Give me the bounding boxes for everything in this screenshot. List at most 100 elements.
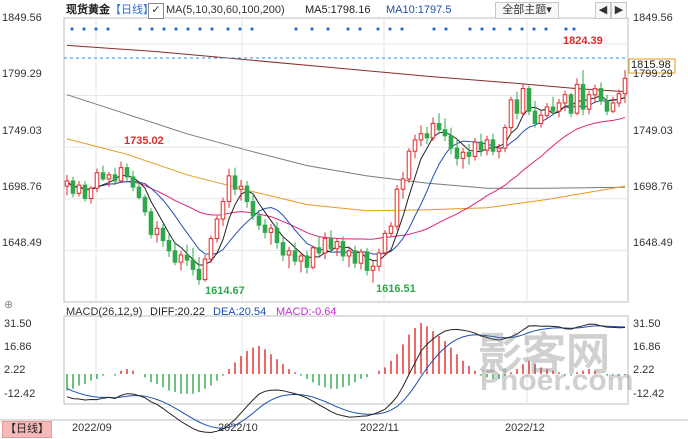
macd-lines (66, 323, 626, 434)
candle-body (418, 133, 424, 141)
chevron-down-icon: ▾ (546, 4, 552, 16)
event-dot (294, 27, 298, 31)
event-dot (210, 27, 214, 31)
candle-body (298, 255, 304, 262)
candle-body (310, 247, 316, 268)
candle-body (190, 259, 196, 270)
event-dot (150, 27, 154, 31)
candle-body (436, 122, 442, 131)
candle-body (496, 147, 502, 152)
event-dot (572, 27, 576, 31)
candle-body (472, 141, 478, 157)
candle-body (388, 225, 394, 234)
price-tick: 1749.03 (2, 125, 42, 137)
event-dot (326, 27, 330, 31)
price-tick: 1648.49 (2, 237, 42, 249)
candle-body (526, 88, 532, 112)
theme-dropdown[interactable]: 全部主题▾ (495, 2, 559, 19)
ma30-line (66, 116, 626, 240)
last-price-box (628, 58, 676, 74)
candle-body (238, 185, 244, 190)
event-dot (564, 27, 568, 31)
event-dot (226, 27, 230, 31)
event-dot (432, 27, 436, 31)
event-dot (358, 27, 362, 31)
candle-body (460, 151, 466, 159)
candle-body (250, 201, 256, 217)
candle-body (136, 186, 142, 198)
candle-body (292, 250, 298, 262)
candle-body (64, 180, 70, 187)
event-dot (138, 27, 142, 31)
high-label: 1735.02 (124, 135, 164, 147)
macd-hist-value: MACD:-0.64 (276, 306, 337, 318)
candle-body (130, 176, 136, 188)
candle-body (412, 139, 418, 152)
macd-diff-value: DIFF:20.22 (150, 306, 206, 318)
event-dot (520, 27, 524, 31)
nav-left-button[interactable]: ◀ (595, 2, 611, 19)
watermark-logo: 影客网 (478, 330, 610, 379)
candle-body (220, 201, 226, 220)
candle-body (346, 250, 352, 257)
candle-body (280, 242, 286, 256)
macd-tick-right: 31.50 (633, 318, 661, 330)
event-dot (444, 27, 448, 31)
event-dot (238, 27, 242, 31)
low-label: 1616.51 (376, 283, 416, 295)
candle-body (196, 268, 202, 281)
candle-body (514, 99, 520, 114)
date-tick: 2022/10 (218, 422, 258, 434)
candle-body (286, 250, 292, 256)
macd-tick: 16.86 (4, 341, 32, 353)
candle-body (604, 100, 610, 112)
candle-body (430, 122, 436, 139)
event-dot (388, 27, 392, 31)
candle-body (532, 110, 538, 124)
candle-body (586, 94, 592, 110)
macd-label: MACD(26,12,9) (66, 306, 143, 318)
candle-body (184, 254, 190, 261)
nav-right-button[interactable]: ▶ (611, 2, 627, 19)
candle-body (364, 251, 370, 271)
candle-body (406, 150, 412, 180)
candle-body (226, 175, 232, 203)
dea-line (66, 325, 626, 429)
candle-body (490, 139, 496, 152)
ma5-line (66, 94, 626, 266)
candle-body (268, 227, 274, 233)
macd-panel-frame (63, 315, 629, 405)
event-dot (346, 27, 350, 31)
instrument-title: 现货黄金 (66, 4, 110, 16)
candle-body (556, 102, 562, 112)
price-tick: 1698.76 (2, 181, 42, 193)
theme-dropdown-label: 全部主题 (502, 4, 547, 16)
candle-body (466, 151, 472, 157)
event-dot (508, 27, 512, 31)
candle-body (502, 127, 508, 149)
candle-body (112, 174, 118, 182)
candle-body (562, 94, 568, 104)
ma-lines (66, 44, 626, 266)
event-dot (174, 27, 178, 31)
low-label: 1614.67 (205, 285, 245, 297)
event-dot (106, 27, 110, 31)
candle-body (508, 99, 514, 129)
event-dot (376, 27, 380, 31)
candle-body (484, 139, 490, 151)
candle-body (592, 88, 598, 96)
period-selector[interactable]: 【日线】 (110, 4, 154, 16)
candle-body (442, 129, 448, 137)
event-dot (544, 27, 548, 31)
ma10-value: MA10:1797.5 (386, 4, 452, 16)
settings-icon[interactable]: ⊕ (4, 299, 14, 311)
candles (64, 70, 628, 285)
candle-body (160, 227, 166, 242)
macd-tick: 31.50 (4, 318, 32, 330)
candle-body (316, 247, 322, 254)
candle-body (256, 215, 262, 226)
period-tab[interactable]: 【日线】 (2, 421, 52, 438)
event-dot (198, 27, 202, 31)
candle-body (370, 265, 376, 271)
